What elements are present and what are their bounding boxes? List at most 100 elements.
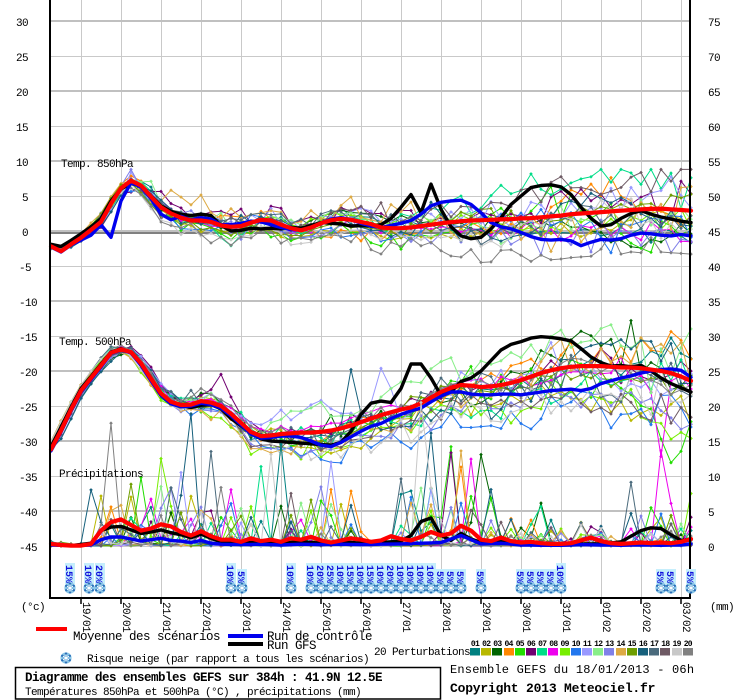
svg-text:10%: 10% [373,565,384,583]
svg-text:15%: 15% [343,565,354,583]
svg-text:10%: 10% [403,565,414,583]
svg-text:-35: -35 [19,473,37,485]
svg-text:22/01: 22/01 [199,602,211,633]
svg-text:29/01: 29/01 [479,602,491,633]
svg-text:10%: 10% [81,565,92,583]
svg-text:06: 06 [527,640,536,649]
svg-text:-5: -5 [19,263,31,275]
svg-text:05: 05 [516,640,525,649]
svg-text:21/01: 21/01 [159,602,171,633]
svg-text:20: 20 [16,88,28,100]
svg-text:27/01: 27/01 [399,602,411,633]
svg-text:23/01: 23/01 [239,602,251,633]
svg-text:10: 10 [16,158,28,170]
svg-text:30: 30 [708,333,720,345]
svg-text:0: 0 [708,543,714,555]
svg-text:Diagramme des ensembles GEFS s: Diagramme des ensembles GEFS sur 384h : … [25,671,382,685]
svg-text:35: 35 [708,298,720,310]
svg-text:-15: -15 [19,333,37,345]
svg-text:07: 07 [538,640,547,649]
svg-text:65: 65 [708,88,720,100]
svg-text:15: 15 [708,438,720,450]
svg-text:Moyenne des scénarios: Moyenne des scénarios [73,630,220,644]
svg-text:01/02: 01/02 [599,602,611,632]
svg-text:19: 19 [672,640,681,649]
svg-text:15%: 15% [363,565,374,583]
svg-text:70: 70 [708,53,720,65]
svg-text:5%: 5% [683,571,694,583]
svg-text:10%: 10% [223,565,234,583]
svg-text:10%: 10% [413,565,424,583]
svg-text:-20: -20 [19,368,37,380]
svg-text:(°c): (°c) [21,602,45,614]
svg-text:Ensemble GEFS du 18/01/2013 -: Ensemble GEFS du 18/01/2013 - 06h [450,663,694,677]
svg-text:5%: 5% [433,571,444,583]
svg-text:-40: -40 [19,508,37,520]
svg-text:25: 25 [708,368,720,380]
svg-text:04: 04 [504,640,513,649]
svg-text:20: 20 [684,640,693,649]
svg-text:31/01: 31/01 [559,602,571,633]
svg-text:11: 11 [583,640,592,649]
svg-text:20%: 20% [92,565,103,583]
svg-text:Temp. 500hPa: Temp. 500hPa [59,337,132,349]
svg-text:10%: 10% [353,565,364,583]
svg-text:13: 13 [605,640,614,649]
svg-text:10: 10 [708,473,720,485]
svg-text:25%: 25% [323,565,334,583]
svg-text:5%: 5% [453,571,464,583]
svg-text:45: 45 [708,228,720,240]
svg-text:20: 20 [708,403,720,415]
svg-text:08: 08 [549,640,558,649]
svg-text:60: 60 [708,123,720,135]
svg-text:10: 10 [572,640,581,649]
svg-text:02: 02 [482,640,491,649]
svg-text:10%: 10% [283,565,294,583]
svg-text:5%: 5% [523,571,534,583]
svg-text:10%: 10% [393,565,404,583]
svg-text:Run GFS: Run GFS [267,639,316,653]
svg-text:50: 50 [708,193,720,205]
svg-text:75: 75 [708,18,720,30]
svg-text:40: 40 [708,263,720,275]
svg-text:02/02: 02/02 [639,602,651,632]
svg-text:09: 09 [560,640,569,649]
svg-text:30/01: 30/01 [519,602,531,633]
svg-text:10%: 10% [423,565,434,583]
svg-text:24/01: 24/01 [279,602,291,633]
svg-text:-25: -25 [19,403,37,415]
svg-text:20%: 20% [313,565,324,583]
svg-text:25: 25 [16,53,28,65]
svg-text:Copyright 2013 Meteociel.fr: Copyright 2013 Meteociel.fr [450,681,655,696]
svg-text:03: 03 [493,640,502,649]
svg-text:16: 16 [639,640,648,649]
svg-text:5%: 5% [234,571,245,583]
svg-text:5%: 5% [443,571,454,583]
svg-text:15%: 15% [62,565,73,583]
svg-text:Températures 850hPa et 500hPa: Températures 850hPa et 500hPa (°C) , pré… [25,687,361,699]
svg-text:10%: 10% [553,565,564,583]
svg-text:Précipitations: Précipitations [59,469,143,481]
svg-text:5: 5 [708,508,714,520]
svg-text:30: 30 [16,18,28,30]
svg-text:(mm): (mm) [710,602,734,614]
svg-text:10%: 10% [333,565,344,583]
svg-text:5%: 5% [533,571,544,583]
svg-text:20 Perturbations: 20 Perturbations [374,647,470,659]
svg-text:03/02: 03/02 [679,602,691,632]
svg-text:5: 5 [22,193,28,205]
svg-text:25/01: 25/01 [319,602,331,633]
svg-text:-45: -45 [19,543,37,555]
svg-text:28/01: 28/01 [439,602,451,633]
svg-text:55: 55 [708,158,720,170]
svg-text:12: 12 [594,640,603,649]
svg-text:5%: 5% [653,571,664,583]
svg-text:14: 14 [616,640,625,649]
svg-text:15: 15 [628,640,637,649]
svg-text:5%: 5% [663,571,674,583]
svg-text:26/01: 26/01 [359,602,371,633]
svg-text:5%: 5% [543,571,554,583]
svg-text:5%: 5% [473,571,484,583]
svg-text:01: 01 [471,640,480,649]
svg-text:Temp. 850hPa: Temp. 850hPa [61,159,134,171]
